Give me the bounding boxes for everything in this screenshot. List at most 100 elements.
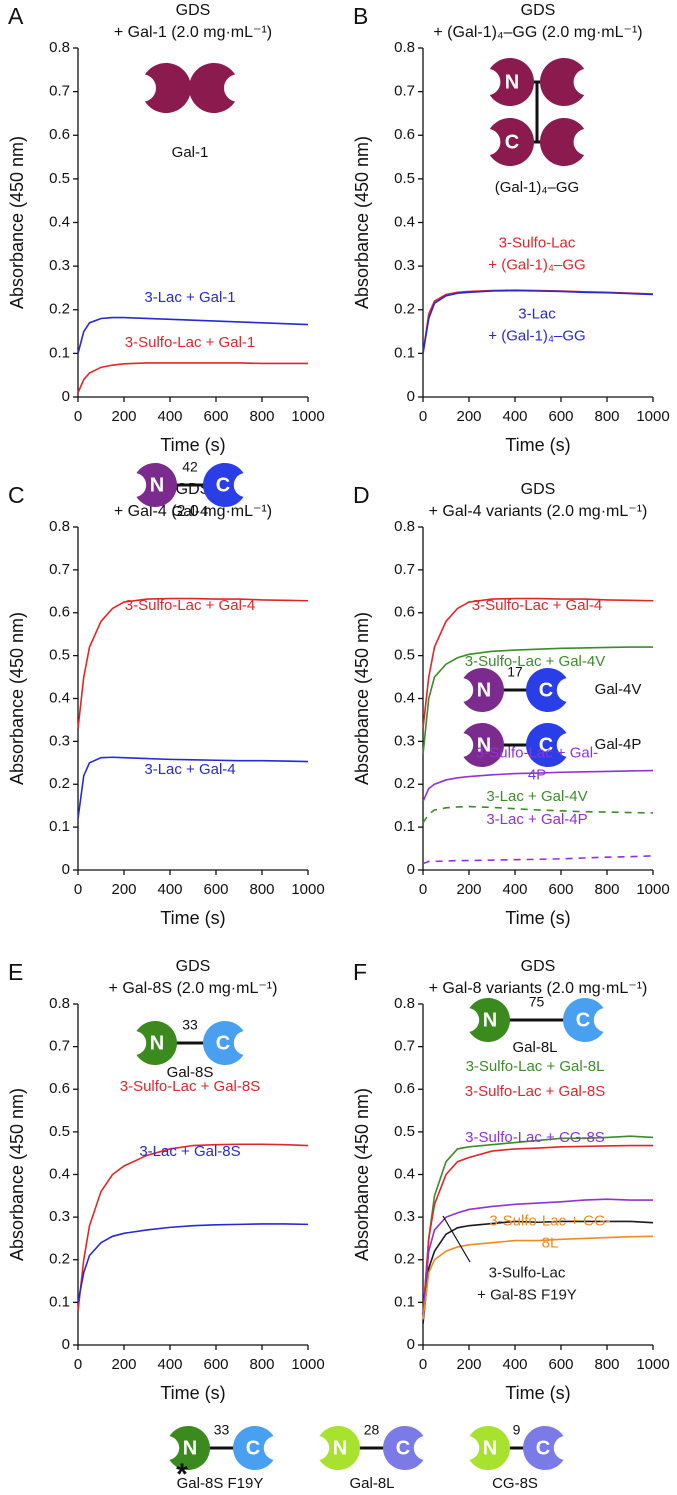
panel-label: B [353,3,368,29]
series-label: 3-Sulfo-Lac + CG-8S [465,1129,605,1147]
domain-label: N [483,1009,497,1031]
chart-title: GDS [176,958,211,975]
mutation-mark: * [176,1458,188,1491]
y-tick-label: 0 [62,388,70,405]
domain-shape [469,1426,510,1471]
y-axis-label: Absorbance (450 nm) [7,136,27,309]
icon-label: Gal-8S [167,1064,214,1081]
y-tick-label: 0.6 [394,126,415,143]
series-label: 3-Sulfo-Lac + Gal-8S [464,1083,606,1101]
y-tick-label: 0.1 [394,818,415,835]
linker-length: 33 [214,1422,230,1438]
y-tick-label: 0.3 [394,1208,415,1225]
y-tick-label: 0.8 [49,518,70,535]
series-line [422,1135,654,1316]
icon-label: Gal-4P [595,736,642,753]
x-tick-label: 200 [456,1356,481,1373]
domain-shape [203,463,244,507]
y-tick-label: 0.5 [49,170,70,187]
x-tick-label: 600 [548,408,573,425]
domain-shape [526,668,567,712]
panel-label: E [8,959,23,985]
chart-subtitle: + Gal-1 (2.0 mg·mL⁻¹) [114,24,272,41]
domain-shape [463,668,504,712]
y-tick-label: 0.3 [49,1208,70,1225]
y-tick-label: 0.1 [49,344,70,361]
y-tick-label: 0.8 [49,995,70,1012]
chart-title: GDS [176,2,211,19]
domain-shape [188,62,236,114]
x-tick-label: 200 [111,408,136,425]
y-tick-label: 0.3 [49,257,70,274]
y-tick-label: 0.5 [394,1123,415,1140]
x-tick-label: 600 [548,1356,573,1373]
y-tick-label: 0.3 [394,257,415,274]
series-line [77,756,309,819]
domain-shape [136,463,177,508]
domain-label: C [505,131,519,153]
domain-shape [523,1426,564,1471]
y-tick-label: 0.2 [49,1251,70,1268]
series-line [422,1144,653,1316]
x-axis-label: Time (s) [160,1383,225,1403]
x-tick-label: 0 [419,408,427,425]
y-tick-label: 0.4 [394,689,415,706]
domain-shape [169,1426,210,1470]
linker-length: 9 [513,1422,521,1438]
series-label: 3-Lac + Gal-8S [139,1143,241,1161]
leader-line [442,1215,471,1263]
domain-shape [562,998,604,1042]
x-tick-label: 600 [548,881,573,898]
domain-shape [136,1021,177,1066]
x-tick-label: 0 [419,881,427,898]
x-tick-label: 0 [74,881,82,898]
x-tick-label: 600 [203,1356,228,1373]
icon-label: (Gal-1)₄–GG [495,179,579,196]
x-tick-label: 400 [157,881,182,898]
icon-label: Gal-8S F19Y [177,1475,264,1492]
series-line [422,646,653,755]
x-tick-label: 400 [502,1356,527,1373]
domain-shape [383,1426,424,1471]
x-axis-label: Time (s) [160,908,225,928]
series-label: 3-Sulfo-Lac + CG-8L [489,1212,611,1251]
y-tick-label: 0.2 [394,301,415,318]
series-line [77,1143,309,1311]
series-label: 3-Sulfo-Lac + Gal-8L [465,1058,605,1076]
y-axis-label: Absorbance (450 nm) [352,136,372,309]
y-tick-label: 0.8 [394,39,415,56]
domain-shape [540,118,585,167]
series-label: 3-Lac + Gal-4 [144,761,236,779]
y-tick-label: 0.8 [394,995,415,1012]
domain-label: C [539,734,553,756]
icon-label: Gal-4 [172,503,209,520]
domain-label: N [333,1437,347,1459]
series-line [422,289,654,354]
y-tick-label: 0.5 [49,647,70,664]
y-tick-label: 0.1 [394,1293,415,1310]
icon-label: Gal-1 [172,144,209,161]
series-label: 3-Sulfo-Lac + Gal-1 [124,334,256,352]
y-tick-label: 0.4 [49,1165,70,1182]
y-axis-label: Absorbance (450 nm) [7,1088,27,1261]
x-tick-label: 0 [419,1356,427,1373]
domain-label: C [396,1437,410,1459]
y-tick-label: 0.5 [394,647,415,664]
y-tick-label: 0.6 [394,1080,415,1097]
y-tick-label: 0.2 [394,775,415,792]
x-tick-label: 400 [157,408,182,425]
y-tick-label: 0.1 [394,344,415,361]
y-tick-label: 0 [62,1336,70,1353]
series-line [77,316,309,354]
series-label: 3-Lac + Gal-1 [144,289,236,307]
y-tick-label: 0.1 [49,818,70,835]
y-tick-label: 0.7 [49,1038,70,1055]
y-tick-label: 0.7 [394,1038,415,1055]
chart-subtitle: + Gal-4 (2.0 mg·mL⁻¹) [114,503,272,520]
domain-label: N [477,734,491,756]
x-tick-label: 600 [203,881,228,898]
domain-label: N [150,1032,164,1054]
icon-label: Gal-8L [512,1039,557,1056]
